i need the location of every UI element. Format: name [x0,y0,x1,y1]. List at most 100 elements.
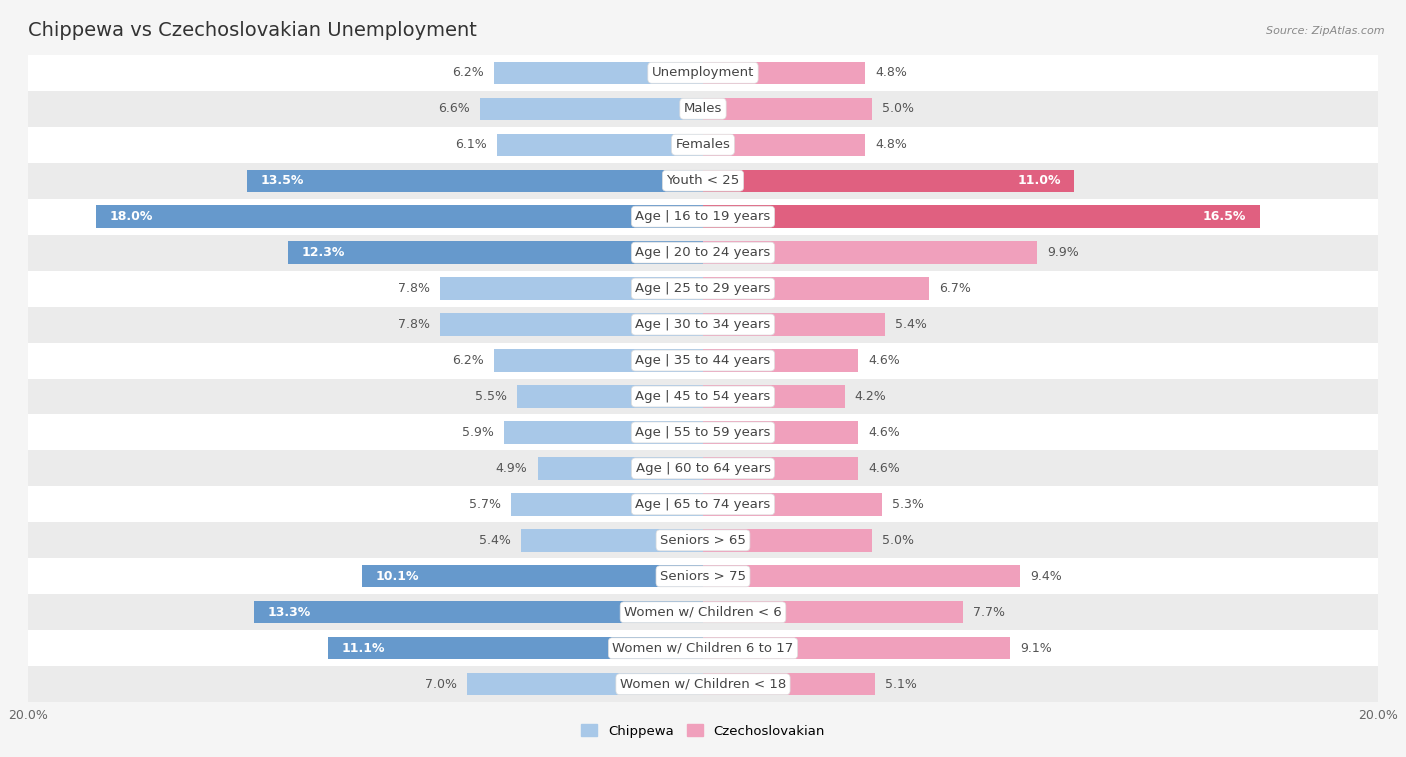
Bar [440,277,703,300]
Text: 7.7%: 7.7% [973,606,1005,618]
Text: Age | 16 to 19 years: Age | 16 to 19 years [636,210,770,223]
Bar [28,91,1378,126]
Bar [28,487,1378,522]
Bar [28,163,1378,198]
Text: 9.9%: 9.9% [1047,246,1078,259]
Bar [481,98,703,120]
Text: 18.0%: 18.0% [110,210,152,223]
Text: Seniors > 65: Seniors > 65 [659,534,747,547]
Bar [494,61,703,84]
Bar [703,350,858,372]
Text: Age | 25 to 29 years: Age | 25 to 29 years [636,282,770,295]
Text: 5.4%: 5.4% [896,318,927,331]
Bar [703,170,1074,192]
Text: Seniors > 75: Seniors > 75 [659,570,747,583]
Text: 10.1%: 10.1% [375,570,419,583]
Bar [28,666,1378,702]
Bar [703,385,845,407]
Text: 7.0%: 7.0% [425,678,457,690]
Bar [510,494,703,516]
Bar [329,637,703,659]
Bar [494,350,703,372]
Text: Age | 55 to 59 years: Age | 55 to 59 years [636,426,770,439]
Text: 12.3%: 12.3% [301,246,344,259]
Text: Females: Females [675,139,731,151]
Text: 16.5%: 16.5% [1204,210,1246,223]
Text: 4.8%: 4.8% [875,67,907,79]
Text: 5.7%: 5.7% [468,498,501,511]
Bar [703,637,1010,659]
Text: Women w/ Children 6 to 17: Women w/ Children 6 to 17 [613,642,793,655]
Text: 13.3%: 13.3% [267,606,311,618]
Text: 4.6%: 4.6% [869,462,900,475]
Text: 6.2%: 6.2% [451,354,484,367]
Text: 5.0%: 5.0% [882,102,914,115]
Bar [440,313,703,335]
Bar [703,241,1038,263]
Legend: Chippewa, Czechoslovakian: Chippewa, Czechoslovakian [576,719,830,743]
Text: 4.9%: 4.9% [496,462,527,475]
Bar [703,565,1021,587]
Bar [28,378,1378,415]
Bar [28,342,1378,378]
Bar [703,313,886,335]
Bar [28,270,1378,307]
Bar [537,457,703,480]
Bar [28,522,1378,559]
Text: 4.2%: 4.2% [855,390,887,403]
Text: 7.8%: 7.8% [398,318,430,331]
Text: 13.5%: 13.5% [262,174,304,187]
Bar [503,422,703,444]
Text: Women w/ Children < 18: Women w/ Children < 18 [620,678,786,690]
Bar [703,61,865,84]
Bar [288,241,703,263]
Bar [703,457,858,480]
Bar [28,559,1378,594]
Text: Chippewa vs Czechoslovakian Unemployment: Chippewa vs Czechoslovakian Unemployment [28,21,477,40]
Bar [703,205,1260,228]
Text: Age | 35 to 44 years: Age | 35 to 44 years [636,354,770,367]
Bar [703,601,963,624]
Bar [703,98,872,120]
Bar [703,673,875,696]
Text: Source: ZipAtlas.com: Source: ZipAtlas.com [1267,26,1385,36]
Bar [28,55,1378,91]
Bar [247,170,703,192]
Text: Age | 60 to 64 years: Age | 60 to 64 years [636,462,770,475]
Bar [28,594,1378,631]
Text: 9.1%: 9.1% [1021,642,1052,655]
Bar [467,673,703,696]
Text: 9.4%: 9.4% [1031,570,1062,583]
Bar [520,529,703,552]
Bar [703,422,858,444]
Bar [703,494,882,516]
Text: 5.1%: 5.1% [886,678,917,690]
Text: Age | 20 to 24 years: Age | 20 to 24 years [636,246,770,259]
Text: Women w/ Children < 6: Women w/ Children < 6 [624,606,782,618]
Text: 11.1%: 11.1% [342,642,385,655]
Bar [28,450,1378,487]
Text: 5.0%: 5.0% [882,534,914,547]
Text: 4.6%: 4.6% [869,354,900,367]
Text: 4.8%: 4.8% [875,139,907,151]
Bar [96,205,703,228]
Text: 4.6%: 4.6% [869,426,900,439]
Text: Males: Males [683,102,723,115]
Text: 5.3%: 5.3% [891,498,924,511]
Text: 7.8%: 7.8% [398,282,430,295]
Text: 6.1%: 6.1% [456,139,486,151]
Text: 6.6%: 6.6% [439,102,470,115]
Text: 11.0%: 11.0% [1017,174,1060,187]
Bar [703,529,872,552]
Text: Youth < 25: Youth < 25 [666,174,740,187]
Bar [28,307,1378,342]
Bar [703,133,865,156]
Bar [254,601,703,624]
Text: 6.7%: 6.7% [939,282,972,295]
Bar [703,277,929,300]
Bar [28,126,1378,163]
Bar [28,235,1378,270]
Text: 5.5%: 5.5% [475,390,508,403]
Bar [498,133,703,156]
Bar [28,415,1378,450]
